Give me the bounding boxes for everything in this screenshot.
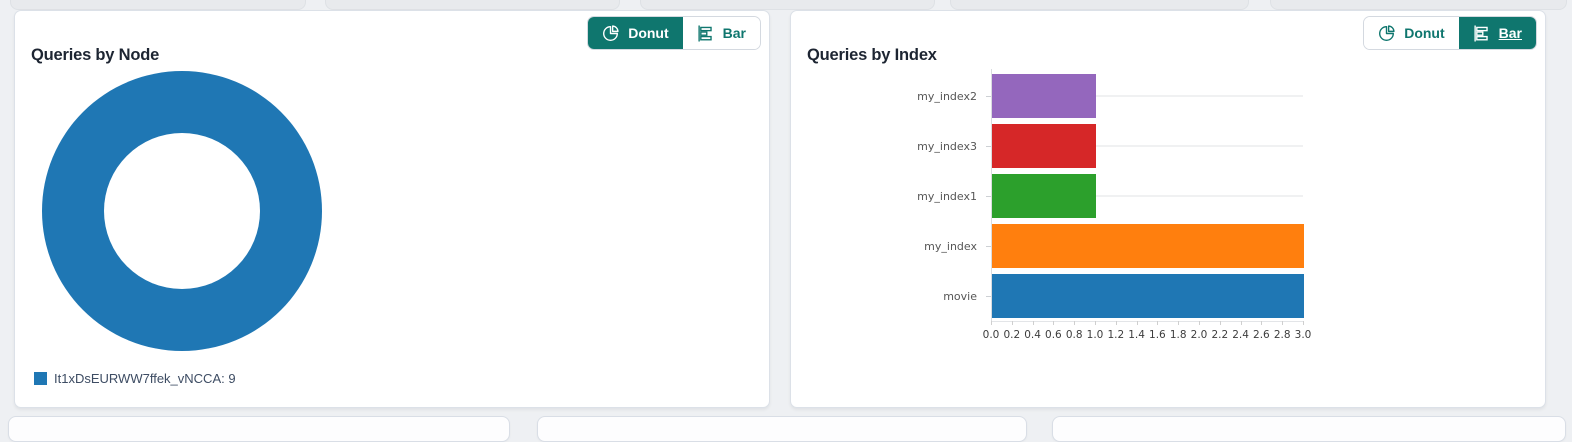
x-tick-mark [1282, 321, 1284, 325]
bar-my_index2 [992, 74, 1096, 118]
dashboard-page: { "accent_teal": "#0f766e", "panels": { … [8, 0, 1567, 442]
bar-chart-icon [697, 25, 714, 42]
card-above-edge [1270, 0, 1567, 10]
card-above-edge [640, 0, 935, 10]
card-below-edge [8, 416, 510, 442]
chart-legend: It1xDsEURWW7ffek_vNCCA: 9 [34, 371, 236, 386]
x-tick-mark [1261, 321, 1263, 325]
x-tick-mark [1157, 321, 1159, 325]
legend-color-swatch [34, 372, 47, 385]
bar-my_index3 [992, 124, 1096, 168]
x-tick-mark [1011, 321, 1013, 325]
donut-hole [104, 133, 260, 289]
x-tick-mark [1136, 321, 1138, 325]
donut-toggle-label: Donut [628, 25, 669, 41]
x-tick-mark [1240, 321, 1242, 325]
x-tick-label: 1.0 [1086, 329, 1104, 341]
x-tick-label: 0.8 [1065, 329, 1083, 341]
bar-toggle-label: Bar [722, 25, 746, 41]
x-tick-mark [1032, 321, 1034, 325]
x-tick-label: 0.4 [1024, 329, 1041, 341]
donut-chart [42, 71, 322, 351]
donut-chart-icon [602, 24, 619, 42]
x-tick-mark [1219, 321, 1221, 325]
x-tick-label: 2.8 [1273, 329, 1291, 341]
x-tick-label: 2.0 [1190, 329, 1208, 341]
legend-label: It1xDsEURWW7ffek_vNCCA: 9 [54, 371, 236, 386]
card-below-edge [537, 416, 1027, 442]
x-tick-mark [1074, 321, 1076, 325]
category-label: my_index2 [917, 89, 977, 103]
bar-chart-icon [1473, 25, 1490, 42]
x-tick-mark [1303, 321, 1304, 325]
category-tick-mark [986, 146, 991, 147]
x-tick-mark [1115, 321, 1117, 325]
x-tick-label: 0.2 [1003, 329, 1021, 341]
category-label: my_index [924, 239, 977, 253]
donut-toggle-button[interactable]: Donut [588, 17, 683, 49]
x-tick-mark [1199, 321, 1200, 325]
category-tick-mark [986, 296, 991, 297]
category-label: my_index1 [917, 189, 977, 203]
bar-toggle-label: Bar [1498, 25, 1522, 41]
bar-toggle-button[interactable]: Bar [1458, 17, 1536, 49]
x-tick-label: 2.6 [1253, 329, 1270, 341]
x-tick-label: 1.4 [1128, 329, 1145, 341]
x-tick-mark [1178, 321, 1180, 325]
queries-by-index-panel: Queries by Index Donut Bar [790, 10, 1546, 408]
x-tick-label: 1.2 [1107, 329, 1125, 341]
category-gridline [992, 95, 1303, 97]
donut-toggle-button[interactable]: Donut [1364, 17, 1459, 49]
donut-toggle-label: Donut [1404, 25, 1445, 41]
x-tick-mark [1053, 321, 1055, 325]
chart-type-toggle: Donut Bar [1363, 16, 1537, 50]
card-below-edge [1052, 416, 1566, 442]
card-above-edge [10, 0, 306, 10]
panel-title: Queries by Node [31, 45, 160, 64]
category-gridline [992, 195, 1303, 197]
bar-my_index [992, 224, 1304, 268]
x-axis-line [991, 321, 1303, 322]
bar-movie [992, 274, 1304, 318]
y-axis-line [991, 69, 992, 321]
category-tick-mark [986, 96, 991, 97]
x-tick-label: 2.4 [1232, 329, 1249, 341]
x-tick-label: 0.0 [982, 329, 1000, 341]
x-tick-label: 0.6 [1045, 329, 1062, 341]
category-label: my_index3 [917, 139, 977, 153]
category-tick-mark [986, 246, 991, 247]
category-gridline [992, 145, 1303, 147]
panel-title: Queries by Index [807, 45, 937, 64]
x-tick-mark [1095, 321, 1096, 325]
bar-my_index1 [992, 174, 1096, 218]
category-label: movie [943, 289, 977, 303]
chart-type-toggle: Donut Bar [587, 16, 761, 50]
x-tick-label: 1.8 [1169, 329, 1187, 341]
donut-chart-icon [1378, 24, 1395, 42]
card-above-edge [950, 0, 1249, 10]
bar-toggle-button[interactable]: Bar [682, 17, 760, 49]
x-tick-label: 1.6 [1149, 329, 1166, 341]
x-tick-label: 3.0 [1294, 329, 1312, 341]
x-tick-mark [991, 321, 992, 325]
category-tick-mark [986, 196, 991, 197]
queries-by-node-panel: Queries by Node Donut Bar [14, 10, 770, 408]
x-tick-label: 2.2 [1211, 329, 1229, 341]
card-above-edge [325, 0, 620, 10]
